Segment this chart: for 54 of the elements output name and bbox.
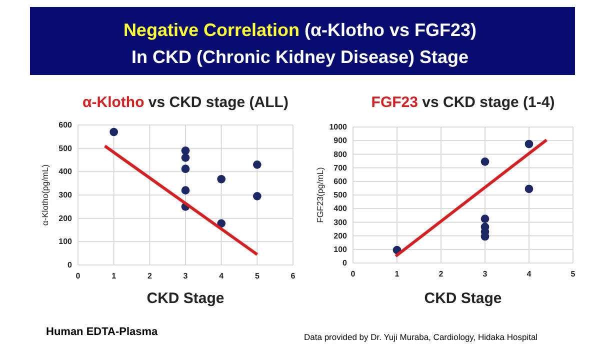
y-tick-label: 600 — [334, 176, 348, 186]
text: In CKD (Chronic Kidney Disease) Stage — [131, 47, 469, 67]
y-tick-label: 200 — [58, 214, 73, 223]
point — [252, 160, 262, 169]
x-tick-label: 6 — [290, 272, 296, 281]
chart-title: FGF23 vs CKD stage (1-4) — [371, 94, 555, 111]
y-tick-label: 200 — [334, 231, 348, 240]
text: Human EDTA-Plasma — [46, 326, 159, 338]
point — [217, 219, 226, 228]
y-tick-label: 600 — [58, 120, 73, 130]
point — [524, 140, 534, 148]
text: Data provided by Dr. Yuji Muraba, Cardiology, Hidaka Hospital — [304, 332, 538, 342]
point — [217, 174, 226, 184]
y-tick-label: 300 — [334, 218, 348, 227]
y-tick-label: 900 — [334, 136, 348, 146]
point — [252, 192, 262, 200]
x-tick-label: 5 — [570, 270, 576, 279]
x-axis-title: CKD Stage — [424, 290, 502, 307]
point — [480, 158, 490, 166]
point — [181, 153, 190, 162]
y-tick-label: 300 — [58, 190, 73, 200]
chart-title: α-Klotho vs CKD stage (ALL) — [82, 94, 288, 111]
point — [181, 146, 190, 155]
y-tick-label: 0 — [68, 260, 73, 270]
x-tick-label: 4 — [526, 270, 532, 279]
y-tick-label: 400 — [58, 167, 73, 176]
x-tick-label: 0 — [350, 270, 356, 279]
x-tick-label: 2 — [438, 270, 444, 279]
x-tick-label: 0 — [76, 272, 81, 281]
y-tick-label: 800 — [334, 150, 348, 159]
y-tick-label: 0 — [342, 258, 348, 268]
y-tick-label: 500 — [58, 144, 73, 153]
text: Negative Correlation (α-Klotho vs FGF23) — [123, 20, 477, 40]
y-tick-label: 500 — [334, 190, 348, 200]
y-tick-label: 100 — [58, 237, 73, 246]
x-tick-label: 3 — [482, 270, 488, 279]
x-tick-label: 4 — [219, 272, 224, 281]
point — [181, 186, 190, 195]
x-tick-label: 1 — [112, 272, 117, 281]
point — [110, 128, 118, 136]
y-tick-label: 700 — [334, 163, 348, 172]
x-tick-label: 1 — [394, 270, 400, 279]
y-tick-label: 100 — [334, 244, 348, 254]
x-tick-label: 3 — [183, 272, 188, 281]
x-axis-title: CKD Stage — [146, 290, 224, 307]
point — [524, 184, 534, 194]
x-tick-label: 2 — [147, 272, 152, 281]
point — [480, 214, 490, 223]
point — [181, 164, 190, 174]
x-tick-label: 5 — [254, 272, 260, 281]
y-tick-label: 400 — [334, 204, 348, 214]
y-axis-title: FGF23(pg/mL) — [315, 166, 325, 223]
y-tick-label: 1000 — [329, 122, 348, 132]
y-axis-title: α-Klotho(pg/mL) — [40, 164, 50, 226]
